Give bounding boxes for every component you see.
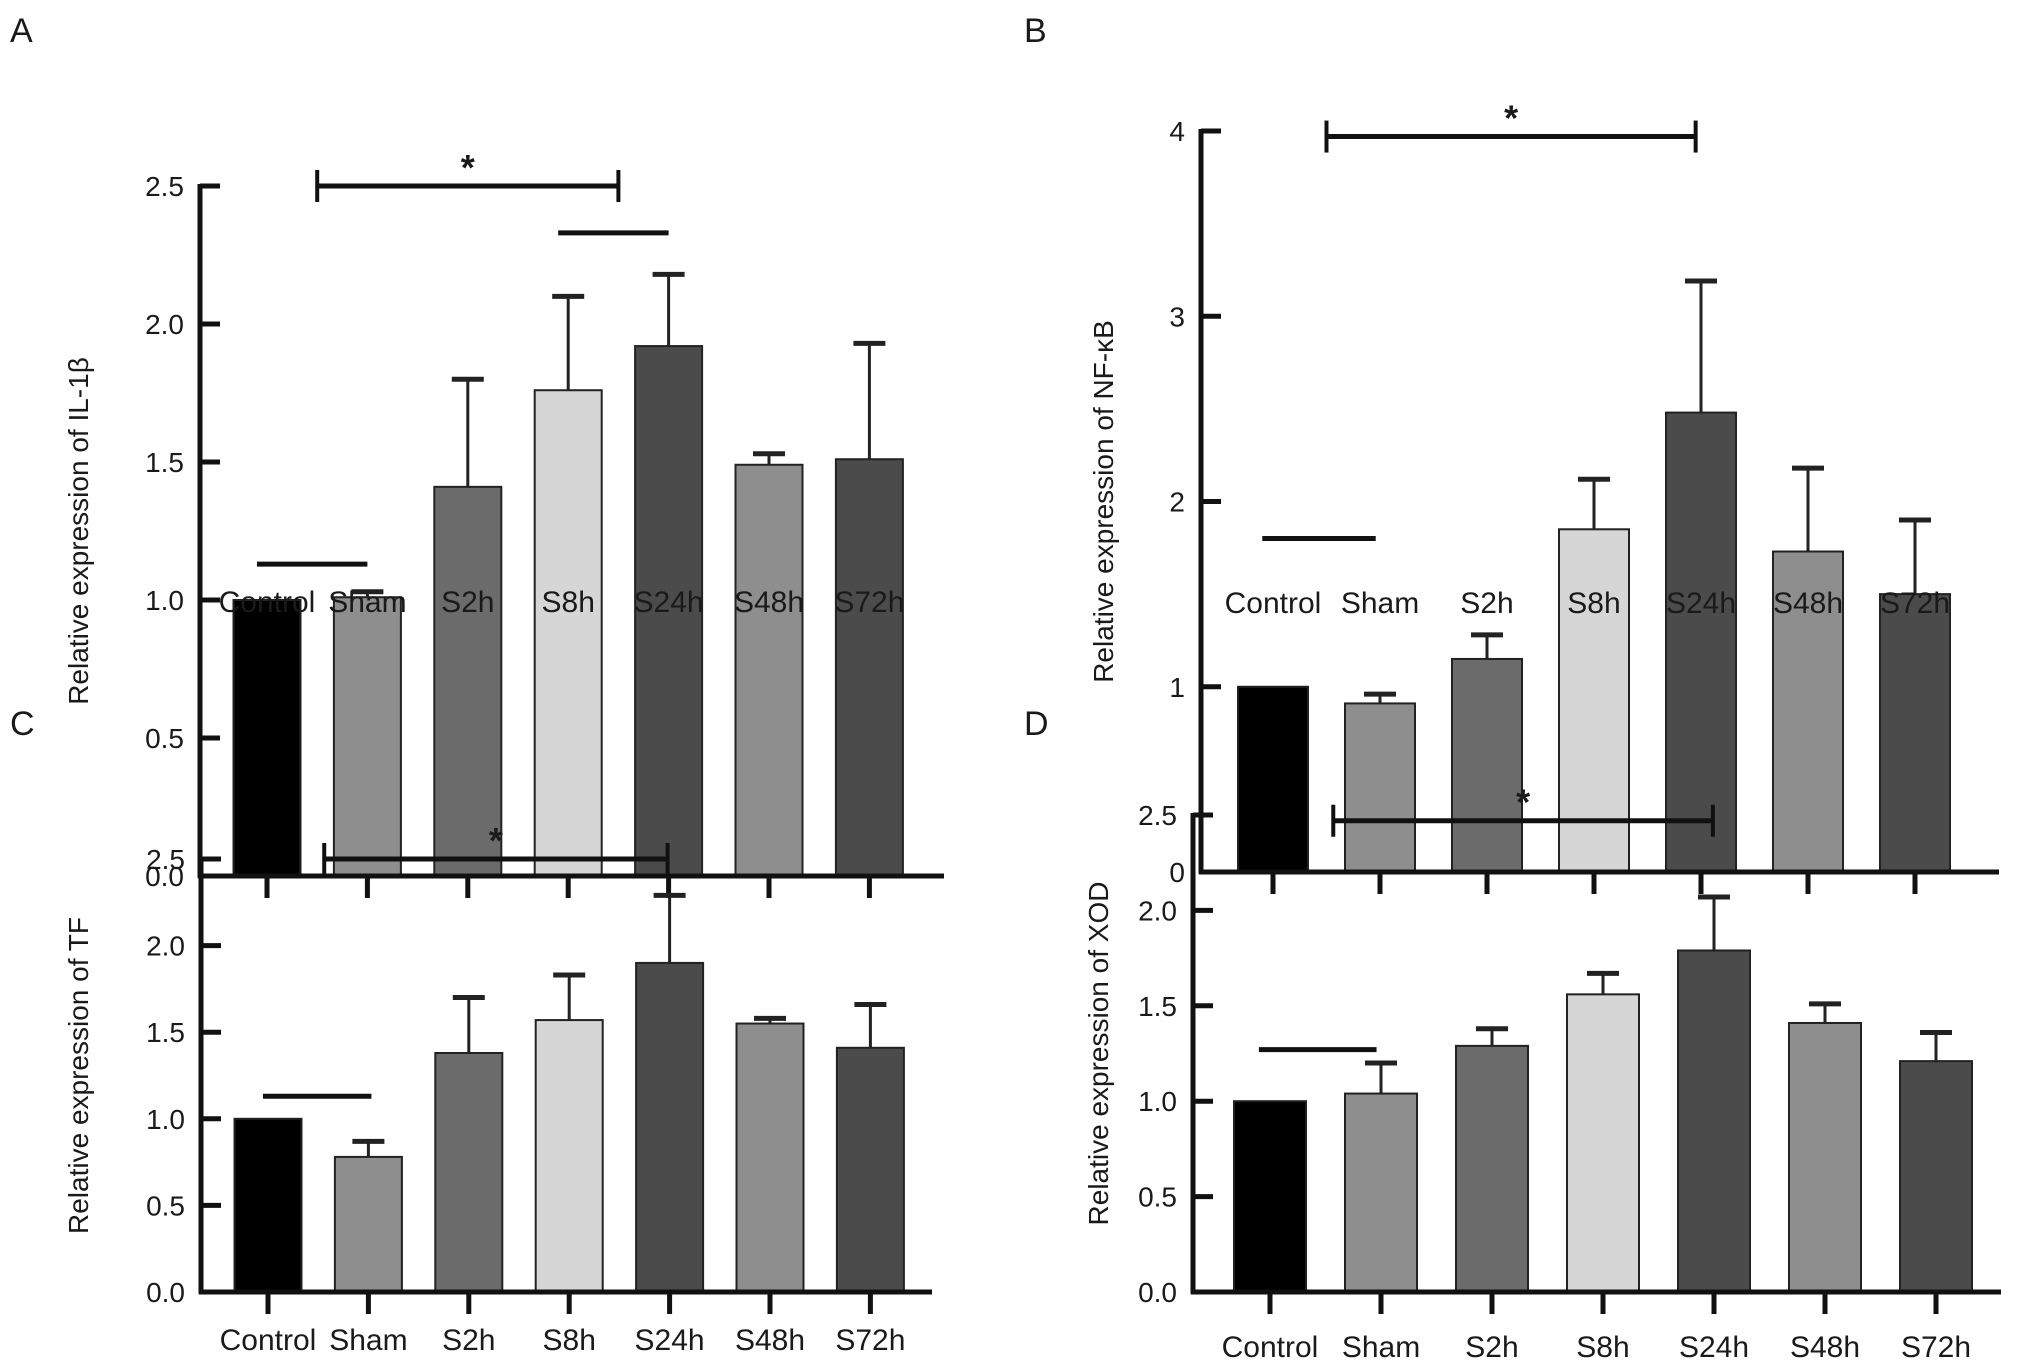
bar-s48h: [734, 463, 804, 877]
panel-letter: D: [1024, 705, 1049, 743]
x-tick-label: S72h: [1880, 587, 1950, 620]
y-axis-label: Relative expression of IL-1β: [63, 357, 94, 705]
y-tick-label: 2.0: [1138, 895, 1177, 926]
panel-b: B Control Sham S2h S8h S24h S48h S72h 0 1 2 3 4 Relat…: [1024, 12, 1999, 894]
y-tick-label: 1.5: [146, 1017, 185, 1048]
y-tick-label: 0.0: [145, 861, 184, 892]
significance-star: *: [489, 820, 503, 861]
bar-sham: [1344, 702, 1416, 873]
x-tick-label: Sham: [328, 586, 406, 619]
x-tick-label: S48h: [1790, 1331, 1860, 1364]
panel-a: A Control Sham S2h S8h S24h S48h S72h 0.0 0.5 1.0 1…: [10, 12, 944, 898]
significance-star: *: [1504, 98, 1518, 139]
x-tick-label: S8h: [542, 586, 595, 619]
significance-star: *: [461, 147, 475, 188]
y-tick-label: 1.5: [1138, 991, 1177, 1022]
bar-s2h: [1451, 657, 1523, 874]
y-tick-label: 4: [1169, 116, 1185, 147]
significance-star: *: [1516, 782, 1530, 823]
x-tick-label: S2h: [1465, 1331, 1518, 1364]
x-tick-label: S8h: [1567, 587, 1620, 620]
y-tick-label: 3: [1169, 301, 1185, 332]
x-tick-label: Sham: [329, 1324, 407, 1357]
y-tick-label: 0.0: [1138, 1277, 1177, 1308]
x-tick-label: S2h: [1460, 587, 1513, 620]
y-axis-label: Relative expression of XOD: [1083, 882, 1114, 1226]
bar-sham: [1344, 1092, 1418, 1293]
y-tick-label: 1.0: [146, 1104, 185, 1135]
y-tick-label: 2.5: [146, 844, 185, 875]
bar-s24h: [1677, 949, 1751, 1294]
x-tick-label: S8h: [1576, 1331, 1629, 1364]
y-tick-label: 1.0: [1138, 1086, 1177, 1117]
bar-s24h: [635, 961, 705, 1293]
y-tick-label: 1.0: [145, 585, 184, 616]
bar-sham: [332, 596, 402, 877]
x-tick-label: Control: [219, 586, 316, 619]
x-tick-label: S24h: [634, 586, 704, 619]
bar-s24h: [1665, 411, 1737, 873]
y-tick-label: 2.0: [146, 931, 185, 962]
bar-control: [1233, 1100, 1307, 1293]
bar-sham: [333, 1155, 403, 1294]
panel-letter: A: [10, 12, 33, 50]
x-tick-label: S24h: [635, 1324, 705, 1357]
x-tick-label: S72h: [835, 1324, 905, 1357]
bar-s24h: [634, 345, 704, 877]
x-tick-label: S48h: [1773, 587, 1843, 620]
panel-letter: B: [1024, 12, 1047, 50]
bar-control: [233, 1117, 303, 1294]
y-tick-label: 2.0: [145, 309, 184, 340]
x-tick-label: S72h: [1901, 1331, 1971, 1364]
y-tick-label: 2.5: [1138, 800, 1177, 831]
y-tick-label: 1: [1169, 672, 1185, 703]
bar-s2h: [1455, 1044, 1529, 1294]
x-tick-label: S8h: [543, 1324, 596, 1357]
bar-s48h: [1788, 1021, 1862, 1293]
x-tick-label: S24h: [1679, 1331, 1749, 1364]
bar-s8h: [1558, 528, 1630, 873]
panel-letter: C: [10, 705, 35, 743]
y-axis-label: Relative expression of TF: [63, 917, 94, 1234]
bar-s72h: [834, 458, 904, 877]
y-tick-label: 2: [1169, 487, 1185, 518]
x-tick-label: Control: [220, 1324, 317, 1357]
bar-s8h: [534, 1019, 604, 1293]
x-tick-label: S24h: [1666, 587, 1736, 620]
y-tick-label: 2.5: [145, 171, 184, 202]
x-tick-label: S48h: [734, 586, 804, 619]
x-tick-label: S48h: [735, 1324, 805, 1357]
panel-c: C Control Sham S2h S8h S24h S48h S72h 0.0 0.5 1.0 1…: [10, 705, 932, 1357]
bar-control: [232, 599, 302, 877]
bar-control: [1237, 685, 1309, 873]
bar-s48h: [735, 1022, 805, 1293]
bar-s8h: [1566, 993, 1640, 1293]
bar-s8h: [533, 389, 603, 877]
y-tick-label: 0.5: [146, 1190, 185, 1221]
x-tick-label: S72h: [834, 586, 904, 619]
bar-s72h: [1879, 593, 1951, 873]
y-axis-label: Relative expression of NF-κB: [1088, 320, 1119, 683]
x-tick-label: S2h: [441, 586, 494, 619]
y-tick-label: 1.5: [145, 447, 184, 478]
y-tick-label: 0.5: [1138, 1182, 1177, 1213]
bar-s48h: [1772, 550, 1844, 874]
bar-s2h: [433, 485, 503, 877]
x-tick-label: Sham: [1342, 1331, 1420, 1364]
bar-s2h: [434, 1051, 504, 1294]
bar-s72h: [1899, 1060, 1973, 1293]
y-tick-label: 0.5: [145, 723, 184, 754]
x-tick-label: Control: [1222, 1331, 1319, 1364]
x-tick-label: Control: [1225, 587, 1322, 620]
x-tick-label: Sham: [1341, 587, 1419, 620]
y-tick-label: 0.0: [146, 1277, 185, 1308]
panel-d: D Control Sham S2h S8h S24h S48h S72h 0.0 0.5 1.0 1…: [1024, 705, 2001, 1364]
bar-s72h: [835, 1046, 905, 1293]
x-tick-label: S2h: [442, 1324, 495, 1357]
y-tick-label: 0: [1169, 857, 1185, 888]
